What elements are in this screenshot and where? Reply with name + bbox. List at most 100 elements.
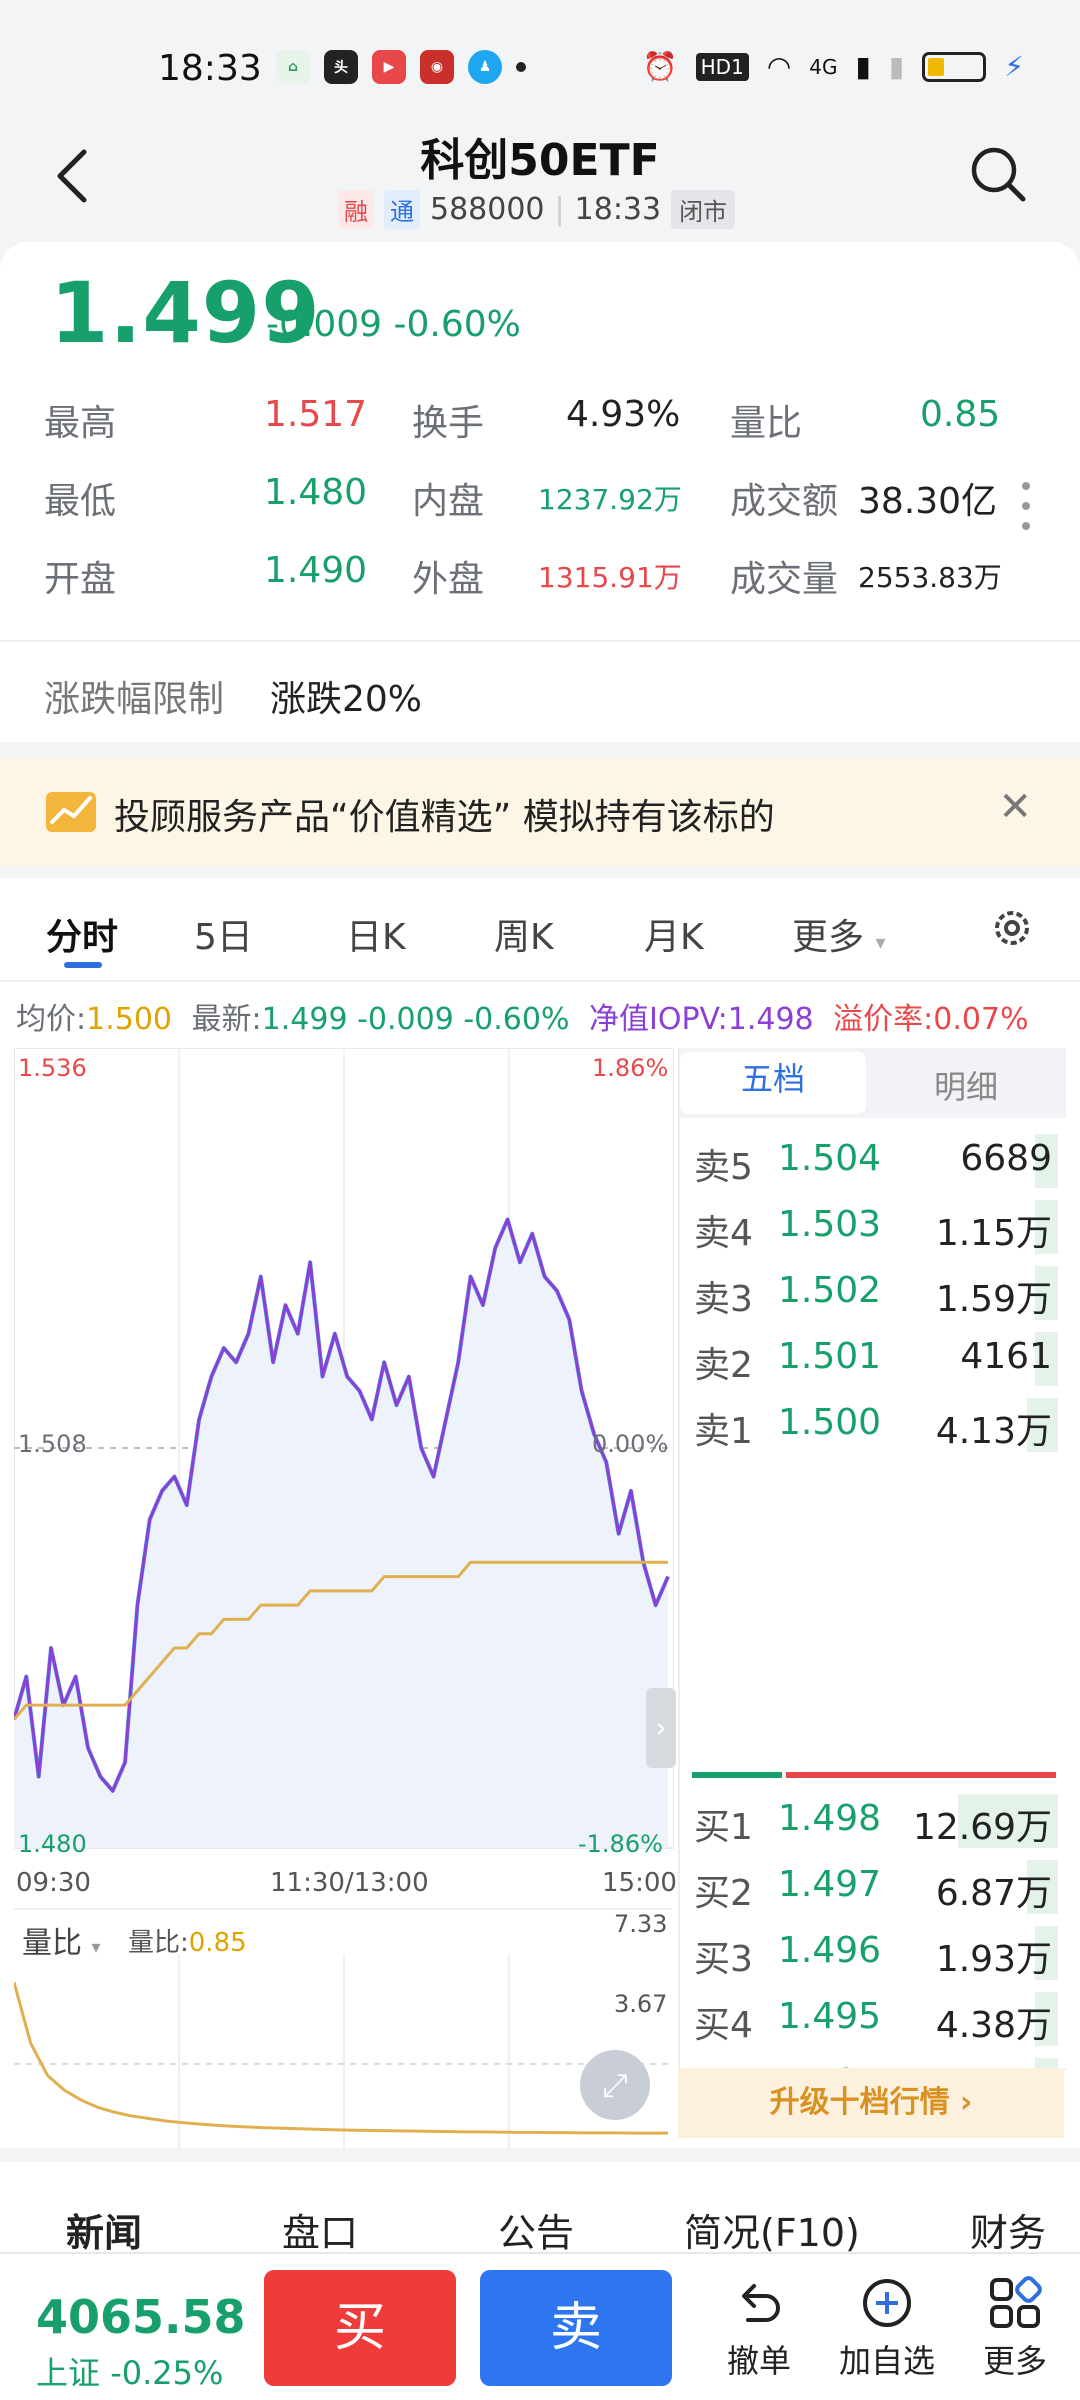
period-tabs: 分时 5日 日K 周K 月K 更多 ▾ — [0, 878, 1080, 982]
news-app-icon: 头 — [324, 50, 358, 84]
security-subline: 融 通 588000 | 18:33 闭市 — [338, 190, 736, 229]
volume-ratio-value: 量比:0.85 — [128, 1928, 247, 1958]
price-line — [14, 1217, 670, 1793]
bid-ask-split — [692, 1772, 1056, 1778]
buy-button[interactable]: 买 — [264, 2270, 456, 2386]
price-area — [14, 1219, 668, 1848]
level-label: 卖1 — [694, 1411, 753, 1452]
banner-text: 投顾服务产品“价值精选” 模拟持有该标的 — [114, 797, 775, 838]
price-chart[interactable] — [14, 1048, 674, 1858]
ask-level-row[interactable]: 卖2 1.501 4161 — [680, 1326, 1066, 1392]
price-change: -0.009 -0.60% — [266, 304, 521, 345]
more-stats-icon[interactable] — [1022, 482, 1032, 542]
tab-financials[interactable]: 财务 — [970, 2211, 1047, 2255]
ask-level-row[interactable]: 卖5 1.504 6689 — [680, 1128, 1066, 1194]
chart-up-icon — [46, 792, 96, 832]
margin-tag: 融 — [338, 190, 374, 229]
bid-level-row[interactable]: 买2 1.497 6.87万 — [680, 1854, 1066, 1920]
tab-news[interactable]: 新闻 — [66, 2211, 143, 2255]
tab-intraday[interactable]: 分时 — [46, 917, 119, 958]
volume-ratio-selector[interactable]: 量比 ▾ — [22, 1926, 101, 1961]
status-bar: 18:33 ⌂ 头 ▶ ◉ ♟ ⏰ HD1 ◠ 4G ▮ ▮ ⚡ — [0, 0, 1080, 130]
bid-level-row[interactable]: 买1 1.498 12.69万 — [680, 1788, 1066, 1854]
tab-daily[interactable]: 日K — [346, 917, 406, 958]
volume-bar — [1027, 1398, 1058, 1452]
y-mid-label: 1.508 — [18, 1430, 87, 1458]
ask-level-row[interactable]: 卖1 1.500 4.13万 — [680, 1392, 1066, 1458]
level-price: 1.501 — [778, 1336, 882, 1377]
index-value[interactable]: 4065.58 — [36, 2290, 246, 2344]
level-price: 1.497 — [778, 1864, 882, 1905]
tab-details[interactable]: 明细 — [934, 1068, 999, 1106]
expand-chart-handle-icon[interactable]: › — [646, 1688, 676, 1768]
level-price: 1.502 — [778, 1270, 882, 1311]
search-icon[interactable] — [968, 144, 1028, 204]
tab-weekly[interactable]: 周K — [494, 917, 554, 958]
order-book: 五档 明细 卖5 1.504 6689 卖4 1.503 1.15万卖3 1.502 1.59… — [678, 1048, 1066, 2337]
level-label: 买3 — [694, 1939, 753, 1980]
qq-icon: ♟ — [468, 50, 502, 84]
level-volume: 6689 — [960, 1138, 1052, 1179]
active-tab-indicator — [64, 962, 102, 968]
tab-5day[interactable]: 5日 — [194, 917, 253, 958]
header: 科创50ETF 融 通 588000 | 18:33 闭市 — [0, 110, 1080, 240]
bid-level-row[interactable]: 买4 1.495 4.38万 — [680, 1986, 1066, 2052]
limit-value: 涨跌20% — [270, 679, 423, 720]
fullscreen-icon[interactable]: ⤢ — [580, 2050, 650, 2120]
x-label-close: 15:00 — [602, 1868, 677, 1898]
bottom-bar: 4065.58 上证 -0.25% 买 卖 撤单 加自选 更多 — [0, 2252, 1080, 2400]
index-name-change[interactable]: 上证 -0.25% — [36, 2354, 224, 2392]
system-icons: ⏰ HD1 ◠ 4G ▮ ▮ ⚡ — [643, 50, 1024, 83]
market-status-badge: 闭市 — [671, 190, 736, 229]
notification-icons: ⌂ 头 ▶ ◉ ♟ — [276, 50, 526, 84]
volume-ratio-line — [14, 1981, 668, 2135]
level-volume: 1.59万 — [935, 1279, 1052, 1320]
undo-icon — [742, 2284, 780, 2322]
chart-section: 分时 5日 日K 周K 月K 更多 ▾ 均价:1.500 最新:1.499 -0… — [0, 878, 1080, 2337]
close-icon[interactable]: ✕ — [998, 784, 1032, 830]
ask-level-row[interactable]: 卖4 1.503 1.15万 — [680, 1194, 1066, 1260]
upgrade-ten-levels-button[interactable]: 升级十档行情 › — [678, 2068, 1064, 2138]
tab-announcements[interactable]: 公告 — [498, 2211, 575, 2255]
gear-icon[interactable] — [988, 904, 1036, 952]
charging-icon: ⚡ — [1004, 50, 1024, 83]
advisory-banner[interactable]: 投顾服务产品“价值精选” 模拟持有该标的 ✕ — [0, 758, 1080, 866]
pct-max-label: 1.86% — [592, 1054, 669, 1082]
level-label: 买2 — [694, 1873, 753, 1914]
x-label-mid: 11:30/13:00 — [270, 1868, 429, 1898]
network-label: 4G — [809, 54, 838, 79]
volume-bar — [1035, 1926, 1058, 1980]
level-label: 卖2 — [694, 1345, 753, 1386]
level-label: 卖5 — [694, 1147, 753, 1188]
more-menu-button[interactable]: 更多 — [960, 2276, 1070, 2382]
quote-stats-grid: 最高 1.517 换手 4.93% 量比 0.85 最低 1.480 内盘 12… — [44, 394, 1024, 628]
ask-level-row[interactable]: 卖3 1.502 1.59万 — [680, 1260, 1066, 1326]
page-title: 科创50ETF — [420, 135, 660, 186]
stats-row: 最高 1.517 换手 4.93% 量比 0.85 — [44, 394, 1001, 444]
video-app-icon: ▶ — [372, 50, 406, 84]
tab-five-levels[interactable]: 五档 — [680, 1052, 866, 1114]
tab-more[interactable]: 更多 ▾ — [792, 917, 886, 958]
volume-bar — [1027, 1860, 1058, 1914]
security-code: 588000 — [430, 192, 545, 227]
level-label: 卖3 — [694, 1279, 753, 1320]
tab-f10[interactable]: 简况(F10) — [684, 2211, 860, 2255]
tab-monthly[interactable]: 月K — [644, 917, 704, 958]
level-price: 1.495 — [778, 1996, 882, 2037]
level-price: 1.504 — [778, 1138, 882, 1179]
order-book-tabs: 五档 明细 — [680, 1048, 1066, 1118]
bid-level-row[interactable]: 买3 1.496 1.93万 — [680, 1920, 1066, 1986]
cancel-order-button[interactable]: 撤单 — [704, 2276, 814, 2382]
add-watchlist-button[interactable]: 加自选 — [832, 2276, 942, 2382]
level-label: 卖4 — [694, 1213, 753, 1254]
wifi-icon: ◠ — [766, 50, 792, 83]
back-arrow-icon[interactable] — [52, 146, 92, 206]
level-volume: 4.38万 — [935, 2005, 1052, 2046]
sell-button[interactable]: 卖 — [480, 2270, 672, 2386]
alarm-icon: ⏰ — [642, 50, 678, 83]
volume-bar — [1035, 1266, 1058, 1320]
level-volume: 1.15万 — [935, 1213, 1052, 1254]
connect-tag: 通 — [384, 190, 420, 229]
tab-orderbook[interactable]: 盘口 — [282, 2211, 359, 2255]
volume-bar — [1035, 1200, 1058, 1254]
